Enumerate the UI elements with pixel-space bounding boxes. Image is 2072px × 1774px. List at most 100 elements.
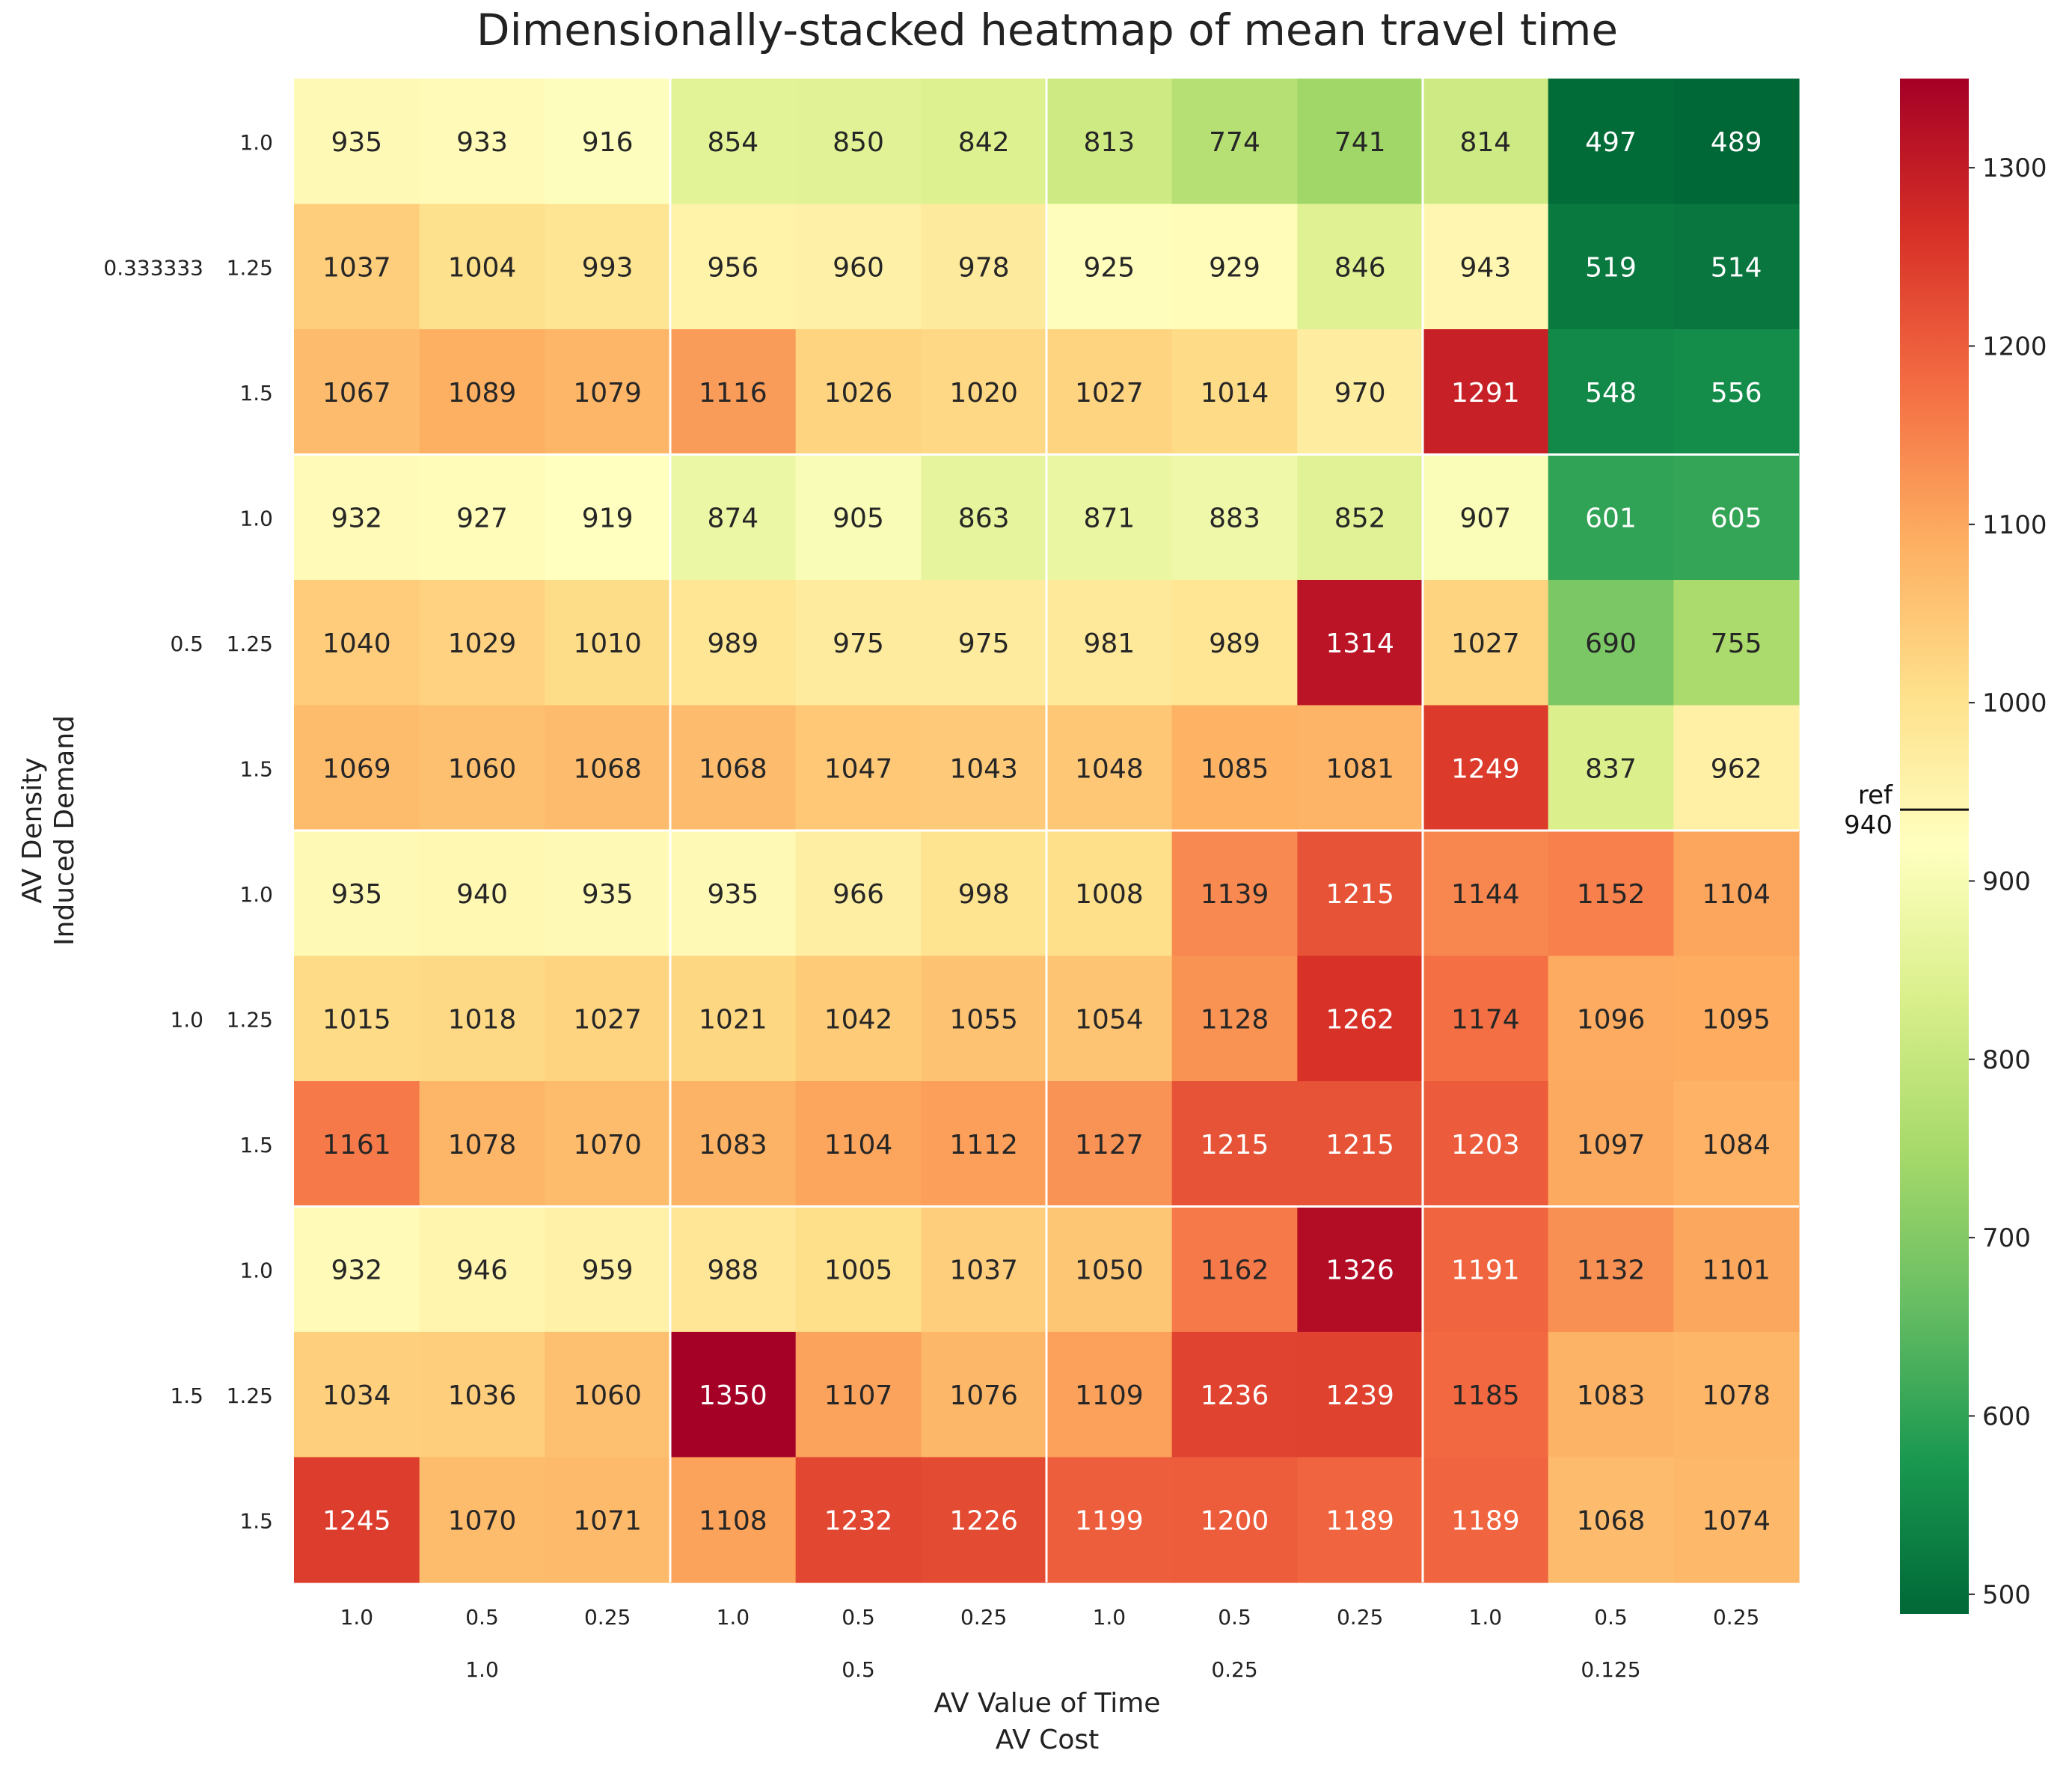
cell-value-label: 929 (1209, 252, 1260, 283)
heatmap-cell (1548, 329, 1674, 456)
heatmap-cell (1423, 1332, 1549, 1458)
colorbar-tick-label: 1200 (1982, 331, 2047, 361)
heatmap-cell (921, 79, 1047, 205)
cell-value-label: 1128 (1201, 1004, 1269, 1035)
cell-value-label: 1054 (1075, 1004, 1144, 1035)
heatmap-cell (1297, 1081, 1423, 1208)
cell-value-label: 863 (958, 503, 1010, 533)
heatmap-cell (1548, 1081, 1674, 1208)
heatmap-cell (545, 1332, 671, 1458)
heatmap-cell (795, 1081, 922, 1208)
heatmap-cell (294, 1206, 420, 1333)
heatmap-cell (795, 79, 922, 205)
heatmap-cell (1046, 1206, 1173, 1333)
cell-value-label: 1071 (573, 1505, 642, 1536)
heatmap-cell (1673, 329, 1800, 456)
cell-value-label: 1027 (573, 1004, 642, 1035)
cell-value-label: 966 (833, 879, 884, 910)
cell-value-label: 1079 (573, 378, 642, 409)
y-inner-tick-label: 1.25 (227, 631, 273, 656)
heatmap-cell (670, 1457, 797, 1583)
heatmap-cell (670, 454, 797, 581)
heatmap-cell (1046, 955, 1173, 1082)
heatmap-cell (419, 1081, 545, 1208)
cell-value-label: 1069 (322, 753, 391, 784)
cell-value-label: 519 (1585, 252, 1637, 283)
heatmap-cell (921, 1206, 1047, 1333)
heatmap-cell (1548, 204, 1674, 330)
heatmap-cell (419, 705, 545, 831)
heatmap-cell (1423, 1081, 1549, 1208)
cell-value-label: 1026 (824, 378, 893, 409)
y-inner-tick-label: 1.5 (239, 381, 273, 406)
heatmap-cell (1423, 705, 1549, 831)
heatmap-cell (670, 955, 797, 1082)
heatmap-cell (921, 1457, 1047, 1583)
heatmap-cell (1673, 955, 1800, 1082)
y-outer-tick-label: 0.5 (170, 631, 203, 656)
cell-value-label: 1245 (322, 1505, 391, 1536)
cell-value-label: 916 (582, 127, 634, 158)
heatmap-cell (419, 580, 545, 706)
cell-value-label: 1055 (949, 1004, 1018, 1035)
cell-value-label: 774 (1209, 127, 1260, 158)
heatmap-cell (1548, 1457, 1674, 1583)
heatmap-cell (294, 1332, 420, 1458)
heatmap-cell (545, 580, 671, 706)
heatmap-cell (670, 329, 797, 456)
heatmap-cell (1673, 1332, 1800, 1458)
x-outer-tick-label: 0.25 (1211, 1657, 1257, 1682)
cell-value-label: 871 (1083, 503, 1135, 533)
cell-value-label: 852 (1334, 503, 1386, 533)
heatmap-cell (1046, 204, 1173, 330)
heatmap-cell (795, 329, 922, 456)
heatmap-cell (545, 705, 671, 831)
cell-value-label: 1070 (448, 1505, 517, 1536)
cell-value-label: 1127 (1075, 1130, 1144, 1160)
heatmap-cell (921, 955, 1047, 1082)
cell-value-label: 489 (1711, 127, 1762, 158)
x-axis-label-outer: AV Cost (996, 1725, 1099, 1755)
cell-value-label: 1189 (1451, 1505, 1520, 1536)
heatmap-cell (1423, 329, 1549, 456)
cell-value-label: 956 (707, 252, 758, 283)
cell-value-label: 946 (456, 1255, 508, 1285)
x-axis-label-inner: AV Value of Time (934, 1688, 1161, 1719)
cell-value-label: 1068 (699, 753, 767, 784)
heatmap-cell (1297, 1332, 1423, 1458)
cell-value-label: 1185 (1451, 1380, 1520, 1411)
heatmap-cell (294, 454, 420, 581)
x-inner-tick-label: 1.0 (717, 1605, 750, 1630)
heatmap-cell (1548, 580, 1674, 706)
heatmap-cell (1046, 831, 1173, 957)
cell-value-label: 1040 (322, 628, 391, 659)
y-inner-tick-label: 1.25 (227, 255, 273, 280)
reference-label: ref (1858, 780, 1893, 810)
y-tick-labels: 1.0 1.25 1.5 1.0 1.25 1.5 1.0 1.25 1.5 1.0 1.25 1.5… (103, 130, 273, 1534)
heatmap-cell (1548, 955, 1674, 1082)
heatmap-cell (1297, 580, 1423, 706)
cell-value-label: 1008 (1075, 879, 1144, 910)
heatmap-cell (419, 454, 545, 581)
heatmap-cell (921, 580, 1047, 706)
cell-value-label: 935 (331, 879, 382, 910)
cell-value-label: 1162 (1201, 1255, 1269, 1285)
heatmap-cell (1423, 831, 1549, 957)
heatmap-cell (795, 1206, 922, 1333)
colorbar-tick-label: 500 (1982, 1580, 2031, 1610)
heatmap-cell (419, 329, 545, 456)
heatmap-cell (419, 831, 545, 957)
heatmap-cell (1423, 580, 1549, 706)
cell-value-label: 1200 (1201, 1505, 1269, 1536)
cell-value-label: 932 (331, 503, 382, 533)
cell-value-label: 1215 (1201, 1130, 1269, 1160)
cell-value-label: 813 (1083, 127, 1135, 158)
cell-value-label: 1226 (949, 1505, 1018, 1536)
heatmap-cell (1297, 454, 1423, 581)
cell-value-label: 1020 (949, 378, 1018, 409)
cell-value-label: 1101 (1702, 1255, 1771, 1285)
heatmap-cell (921, 1332, 1047, 1458)
cell-value-label: 975 (833, 628, 884, 659)
cell-value-label: 975 (958, 628, 1010, 659)
cell-value-label: 837 (1585, 753, 1637, 784)
